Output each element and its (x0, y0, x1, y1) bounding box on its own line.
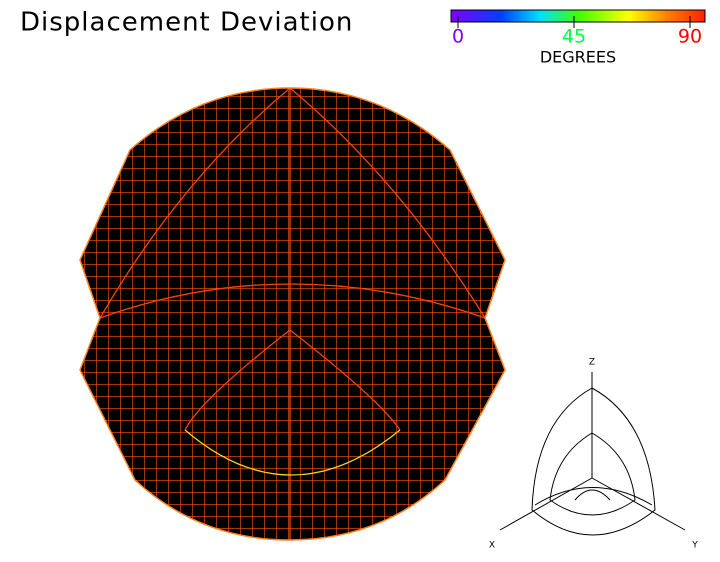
colorbar-tick-label: 45 (562, 26, 586, 48)
wireframe-surface (79, 87, 506, 541)
colorbar: 0 45 90 DEGREES (450, 9, 706, 67)
colorbar-label: DEGREES (540, 48, 616, 67)
colorbar-tick-label: 0 (452, 26, 464, 48)
axis-label-z: Z (589, 358, 595, 368)
colorbar-tick-label: 90 (678, 26, 702, 48)
surface-outline (79, 87, 506, 541)
surface-mesh (80, 88, 505, 540)
axis-triad (499, 372, 686, 536)
axis-label-y: Y (691, 541, 698, 551)
surface-curves (99, 88, 486, 540)
title: Displacement Deviation (20, 8, 353, 38)
colorbar-gradient (450, 9, 706, 23)
axis-label-x: X (489, 541, 495, 551)
